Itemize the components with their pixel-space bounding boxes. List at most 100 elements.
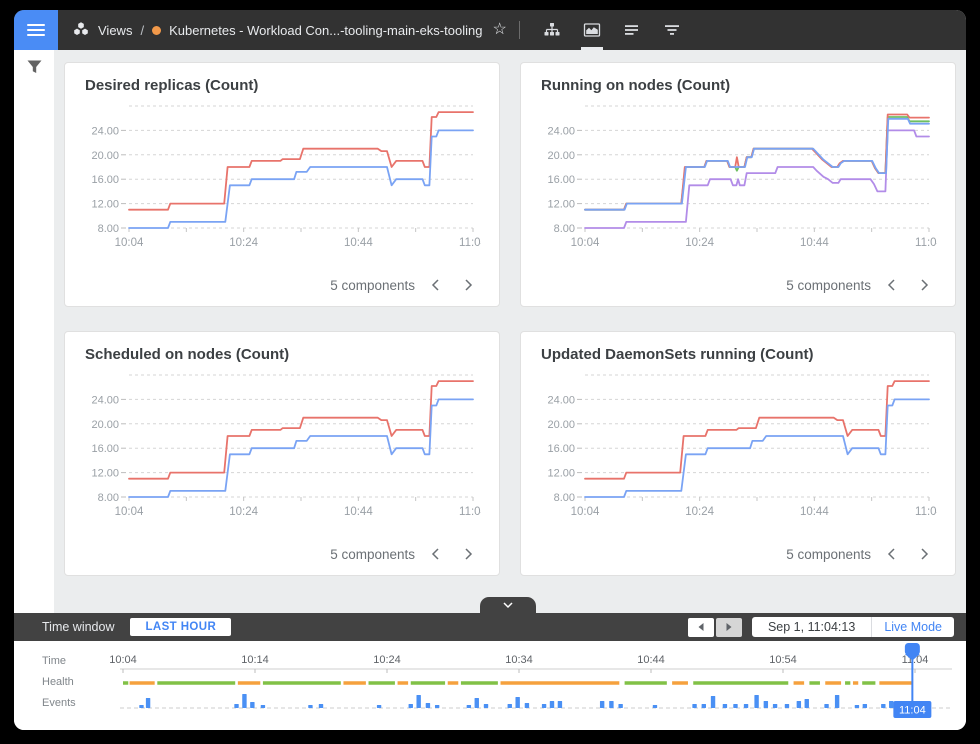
svg-text:10:44: 10:44 xyxy=(800,237,829,249)
list-view-icon[interactable] xyxy=(612,10,652,50)
svg-text:12.00: 12.00 xyxy=(547,199,575,211)
dependency-map-icon[interactable] xyxy=(532,10,572,50)
svg-text:10:24: 10:24 xyxy=(373,654,401,666)
svg-text:10:44: 10:44 xyxy=(800,506,829,518)
svg-text:24.00: 24.00 xyxy=(91,394,119,406)
favorite-star-icon[interactable]: ☆ xyxy=(492,21,507,38)
svg-text:10:44: 10:44 xyxy=(637,654,665,666)
line-chart[interactable]: 8.00 12.00 16.00 20.00 24.00 10:04 10:24 10:44 1… xyxy=(539,98,937,250)
chart-card-desired-replicas: Desired replicas (Count) 8.00 12.00 16.00 2… xyxy=(64,62,500,307)
chevron-right-icon[interactable] xyxy=(457,274,479,296)
timeline-row-label-health: Health xyxy=(42,676,74,688)
svg-text:11:04: 11:04 xyxy=(459,506,481,518)
svg-text:10:04: 10:04 xyxy=(115,237,144,249)
components-count-label: 5 components xyxy=(786,546,871,562)
filter-funnel-icon[interactable] xyxy=(26,59,43,80)
current-timestamp[interactable]: Sep 1, 11:04:13 xyxy=(767,620,856,634)
chart-card-updated-daemonsets: Updated DaemonSets running (Count) 8.00 1… xyxy=(520,331,956,576)
chevron-down-icon xyxy=(503,596,513,614)
svg-text:11:04: 11:04 xyxy=(915,506,937,518)
timeline-cursor-handle[interactable] xyxy=(904,643,920,661)
svg-text:8.00: 8.00 xyxy=(554,492,575,504)
entity-status-dot xyxy=(152,25,162,35)
app-window: Views / Kubernetes - Workload Con...-too… xyxy=(14,10,966,730)
svg-text:24.00: 24.00 xyxy=(547,394,575,406)
svg-text:10:54: 10:54 xyxy=(769,654,797,666)
chart-footer: 5 components xyxy=(83,272,481,300)
svg-text:11:04: 11:04 xyxy=(459,237,481,249)
time-window-label: Time window xyxy=(42,620,115,634)
left-rail xyxy=(14,50,54,613)
filter-list-icon[interactable] xyxy=(652,10,692,50)
chart-footer: 5 components xyxy=(83,541,481,569)
svg-text:16.00: 16.00 xyxy=(91,443,119,455)
svg-text:11:04: 11:04 xyxy=(899,705,926,717)
svg-text:24.00: 24.00 xyxy=(547,125,575,137)
hamburger-menu-button[interactable] xyxy=(14,10,58,50)
svg-text:20.00: 20.00 xyxy=(547,150,575,162)
chart-title: Updated DaemonSets running (Count) xyxy=(541,346,814,363)
timeline-collapse-tab[interactable] xyxy=(480,597,536,613)
chevron-left-icon[interactable] xyxy=(881,543,903,565)
chart-footer: 5 components xyxy=(539,272,937,300)
line-chart[interactable]: 8.00 12.00 16.00 20.00 24.00 10:04 10:24 10:44 1… xyxy=(83,367,481,519)
breadcrumb-separator: / xyxy=(140,22,145,38)
time-window-bar: Time window LAST HOUR Sep 1, 11:04:13 Li… xyxy=(14,613,966,641)
time-step-forward-button[interactable] xyxy=(715,617,742,637)
svg-text:10:34: 10:34 xyxy=(505,654,533,666)
components-count-label: 5 components xyxy=(786,277,871,293)
svg-text:16.00: 16.00 xyxy=(91,174,119,186)
svg-text:8.00: 8.00 xyxy=(98,492,119,504)
svg-text:12.00: 12.00 xyxy=(547,468,575,480)
chart-title: Scheduled on nodes (Count) xyxy=(85,346,290,363)
svg-text:16.00: 16.00 xyxy=(547,443,575,455)
chevron-right-icon[interactable] xyxy=(457,543,479,565)
svg-text:12.00: 12.00 xyxy=(91,468,119,480)
svg-text:10:24: 10:24 xyxy=(229,506,258,518)
dashboard-grid: Desired replicas (Count) 8.00 12.00 16.00 2… xyxy=(54,50,966,613)
toolbar-divider xyxy=(518,21,520,39)
svg-text:10:24: 10:24 xyxy=(685,506,714,518)
line-chart[interactable]: 8.00 12.00 16.00 20.00 24.00 10:04 10:24 10:44 1… xyxy=(539,367,937,519)
views-icon xyxy=(72,21,90,40)
svg-text:8.00: 8.00 xyxy=(98,223,119,235)
svg-text:10:04: 10:04 xyxy=(571,237,600,249)
charts-view-icon[interactable] xyxy=(572,10,612,50)
time-step-back-button[interactable] xyxy=(687,617,714,637)
svg-text:10:44: 10:44 xyxy=(344,237,373,249)
time-range-button[interactable]: LAST HOUR xyxy=(130,618,232,636)
chevron-right-icon[interactable] xyxy=(913,274,935,296)
timeline-row-label-time: Time xyxy=(42,655,67,667)
svg-text:12.00: 12.00 xyxy=(91,199,119,211)
svg-text:20.00: 20.00 xyxy=(91,419,119,431)
chevron-left-icon[interactable] xyxy=(881,274,903,296)
svg-text:10:24: 10:24 xyxy=(685,237,714,249)
svg-text:11:04: 11:04 xyxy=(915,237,937,249)
main-area: Desired replicas (Count) 8.00 12.00 16.00 2… xyxy=(14,50,966,613)
svg-text:10:14: 10:14 xyxy=(241,654,269,666)
timeline-panel: Time Health Events 10:04 10:14 10:24 10:34 1… xyxy=(14,641,966,730)
svg-text:10:44: 10:44 xyxy=(344,506,373,518)
chart-title: Desired replicas (Count) xyxy=(85,77,259,94)
breadcrumb-view-title[interactable]: Kubernetes - Workload Con...-tooling-mai… xyxy=(169,22,483,38)
timeline-scrubber[interactable]: 10:04 10:14 10:24 10:34 10:44 10:54 11:04 11:04 xyxy=(14,641,966,730)
chevron-left-icon[interactable] xyxy=(425,274,447,296)
chart-card-scheduled-on-nodes: Scheduled on nodes (Count) 8.00 12.00 16.0… xyxy=(64,331,500,576)
svg-text:24.00: 24.00 xyxy=(91,125,119,137)
chevron-left-icon[interactable] xyxy=(425,543,447,565)
chevron-right-icon[interactable] xyxy=(913,543,935,565)
chart-footer: 5 components xyxy=(539,541,937,569)
chart-card-running-on-nodes: Running on nodes (Count) 8.00 12.00 16.00 2… xyxy=(520,62,956,307)
view-mode-toolbar xyxy=(532,10,692,50)
svg-text:16.00: 16.00 xyxy=(547,174,575,186)
svg-text:11:04: 11:04 xyxy=(902,654,929,666)
breadcrumb-views-link[interactable]: Views xyxy=(98,22,133,38)
components-count-label: 5 components xyxy=(330,277,415,293)
live-mode-button[interactable]: Live Mode xyxy=(871,617,954,637)
breadcrumb: Views / Kubernetes - Workload Con...-too… xyxy=(58,10,507,50)
timeline-row-label-events: Events xyxy=(42,697,76,709)
svg-text:10:04: 10:04 xyxy=(109,654,137,666)
components-count-label: 5 components xyxy=(330,546,415,562)
svg-text:20.00: 20.00 xyxy=(91,150,119,162)
line-chart[interactable]: 8.00 12.00 16.00 20.00 24.00 10:04 10:24 10:44 1… xyxy=(83,98,481,250)
